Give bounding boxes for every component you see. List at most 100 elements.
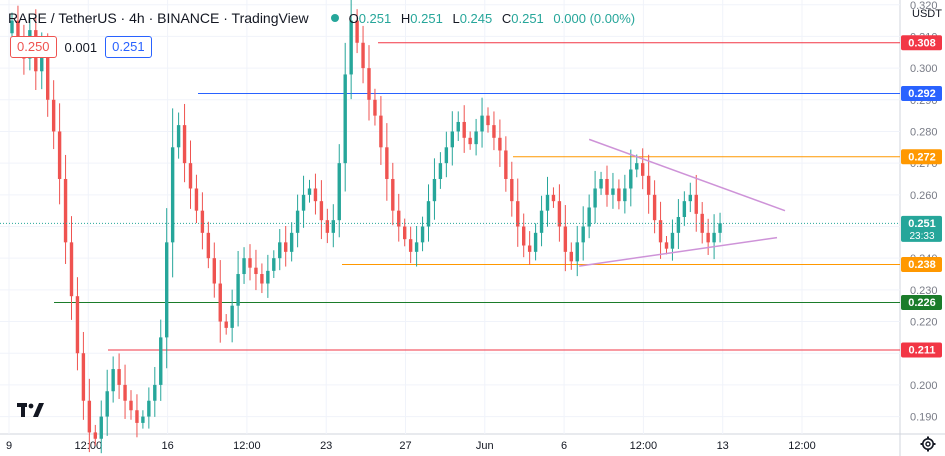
price-axis-label-box — [901, 85, 942, 101]
candle-body — [278, 242, 282, 259]
candle-body — [397, 210, 401, 227]
price-axis-label: 0.226 — [908, 297, 936, 309]
triangle-upper-trendline — [588, 138, 786, 212]
candle-body — [456, 121, 460, 132]
candle-body — [557, 201, 562, 227]
price-axis-label-box — [901, 35, 942, 51]
price-axis-label: 0.292 — [908, 88, 936, 100]
close-value: 0.251 — [511, 10, 544, 26]
candle-body — [379, 115, 383, 148]
candle-body — [260, 274, 264, 284]
candle-body — [218, 283, 222, 322]
price-axis-label-box — [901, 149, 942, 165]
candle-body — [718, 223, 722, 233]
candle-body — [486, 115, 490, 126]
candle-body — [658, 220, 663, 243]
candle-body — [581, 226, 585, 243]
candle-body — [325, 220, 330, 233]
candle-body — [289, 232, 294, 252]
candle-body — [16, 20, 20, 43]
candle-body — [295, 210, 300, 233]
x-tick-label: 12:00 — [630, 440, 658, 452]
candle-body — [498, 137, 502, 151]
symbol-title[interactable]: RARE / TetherUS · 4h · BINANCE · Trading… — [8, 10, 309, 26]
candle-body — [391, 178, 395, 211]
candle-body — [682, 201, 687, 217]
candle-body — [194, 188, 199, 211]
candle-body — [539, 210, 544, 233]
settings-gear-icon[interactable] — [920, 436, 936, 452]
candle-body — [349, 20, 353, 75]
candle-body — [593, 188, 597, 208]
candle-body — [450, 131, 454, 148]
y-tick-label: 0.320 — [910, 0, 938, 12]
currency-selector[interactable]: USDT — [912, 8, 942, 20]
candle-body — [629, 169, 633, 189]
price-axis-label-box — [901, 257, 942, 273]
candle-body — [182, 125, 187, 164]
high-value: 0.251 — [410, 10, 443, 26]
candle-body — [337, 163, 341, 221]
candle-body — [516, 201, 520, 227]
y-tick-label: 0.280 — [910, 126, 938, 138]
candle-body — [176, 125, 181, 148]
candle-body — [40, 52, 44, 72]
candle-body — [652, 194, 657, 221]
x-tick-label: 6 — [561, 440, 567, 452]
candle-body — [242, 258, 246, 275]
candle-body — [599, 178, 603, 189]
candle-body — [141, 416, 145, 423]
candle-body — [230, 305, 234, 328]
candle-body — [272, 258, 276, 271]
candle-body — [605, 178, 609, 195]
candle-body — [510, 178, 514, 202]
y-tick-label: 0.230 — [910, 285, 938, 297]
candle-body — [373, 99, 377, 116]
x-tick-label: 23 — [320, 440, 332, 452]
candle-body — [99, 416, 103, 439]
low-label: L — [452, 10, 460, 26]
price-axis-label: 0.238 — [908, 259, 936, 271]
candle-body — [212, 258, 216, 284]
candle-body — [266, 270, 270, 284]
candle-body — [617, 188, 621, 202]
price-axis-label: 0.211 — [909, 345, 936, 357]
candle-body — [670, 232, 675, 249]
candle-body — [367, 68, 371, 100]
sell-button[interactable]: 0.250 — [10, 36, 57, 58]
x-tick-label: 12:00 — [233, 440, 261, 452]
candle-body — [522, 226, 526, 246]
candle-body — [432, 178, 437, 202]
candle-body — [420, 226, 425, 243]
spread-value: 0.001 — [64, 39, 98, 55]
candle-body — [468, 137, 472, 145]
candle-body — [641, 163, 645, 176]
candle-body — [105, 391, 109, 417]
candle-body — [123, 384, 127, 401]
candle-body — [129, 400, 133, 411]
candle-body — [635, 163, 639, 170]
candle-body — [575, 242, 579, 262]
candle-body — [403, 226, 407, 240]
candle-body — [200, 210, 205, 233]
triangle-lower-trendline — [579, 236, 778, 267]
price-axis-label: 0.308 — [908, 37, 936, 49]
candle-body — [474, 131, 478, 145]
candle-body — [426, 201, 431, 227]
candle-body — [69, 242, 74, 297]
candle-body — [117, 369, 121, 385]
candle-body — [165, 242, 169, 338]
x-tick-label: 27 — [399, 440, 411, 452]
candle-body — [569, 251, 573, 262]
candle-body — [75, 296, 80, 354]
x-tick-label: 9 — [6, 440, 12, 452]
candle-body — [694, 194, 698, 214]
buy-button[interactable]: 0.251 — [105, 36, 152, 58]
candle-body — [307, 188, 312, 195]
candle-body — [343, 74, 347, 164]
candle-body — [587, 207, 591, 227]
candle-body — [504, 150, 508, 179]
price-axis-label-box — [901, 342, 942, 358]
candle-body — [438, 163, 443, 179]
